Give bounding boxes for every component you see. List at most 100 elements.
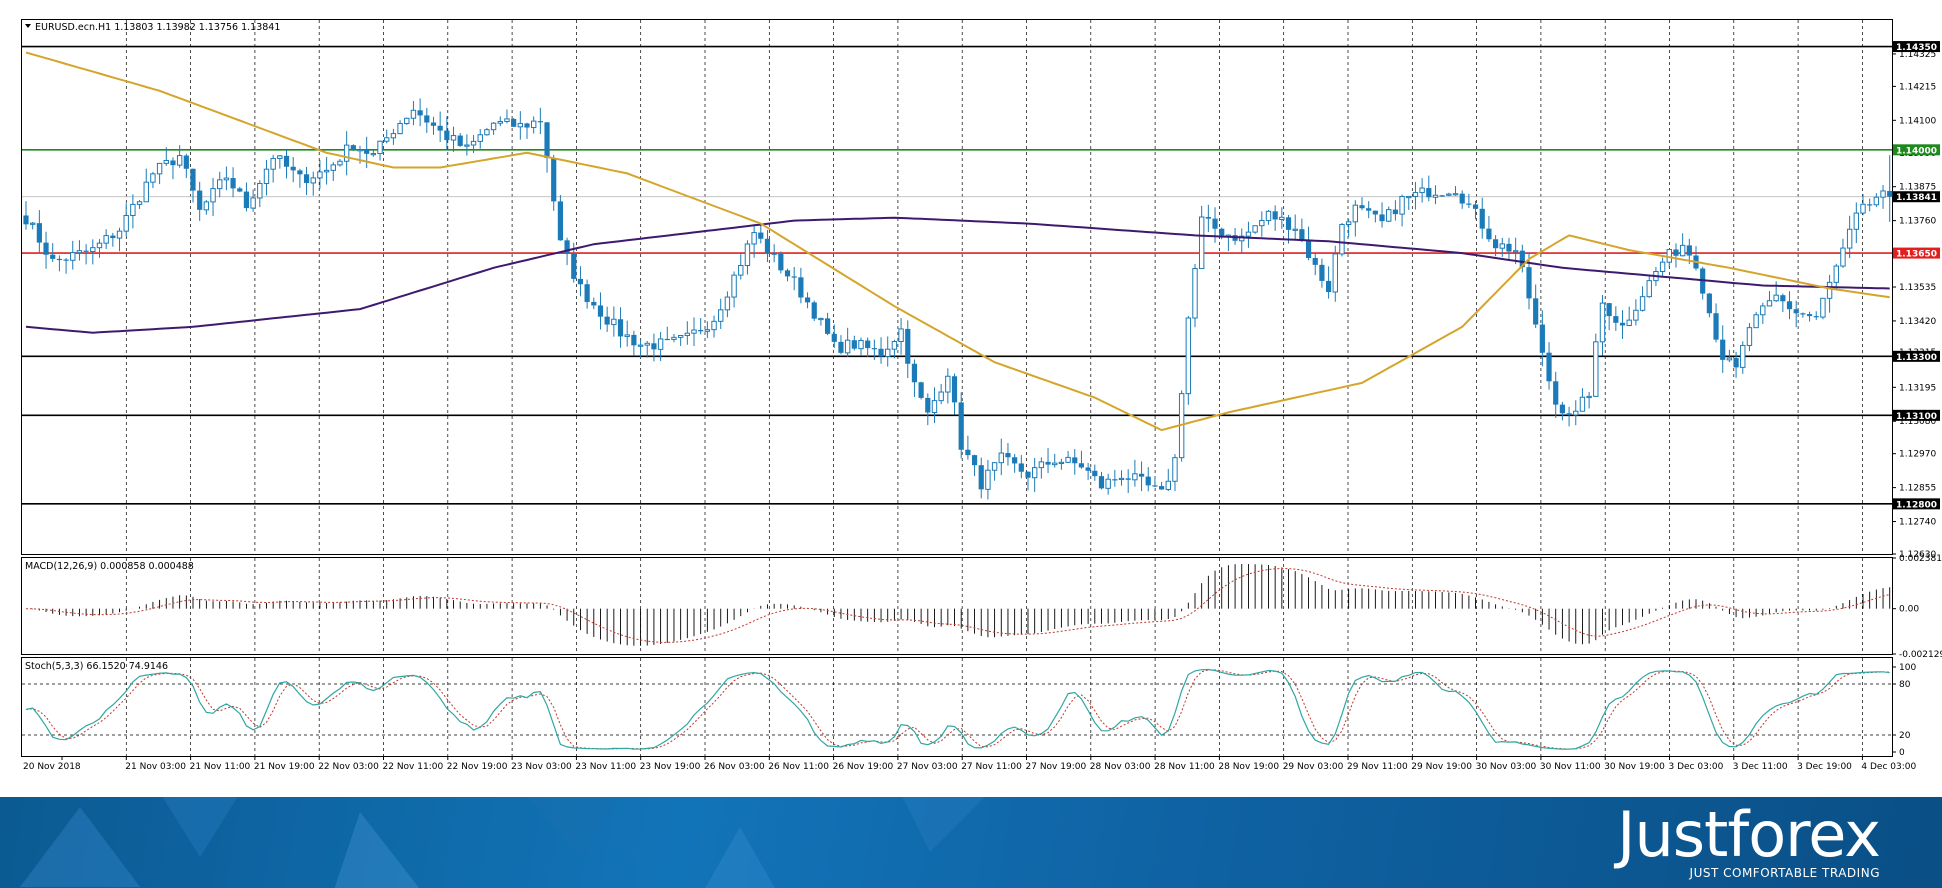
candle [1352, 200, 1359, 237]
candle [1185, 315, 1192, 405]
candle [223, 166, 230, 191]
candle [671, 333, 677, 343]
candle [778, 251, 784, 274]
candle [771, 244, 777, 263]
candle [303, 166, 310, 196]
candle [1780, 293, 1786, 312]
candle [584, 279, 590, 309]
slow-moving-average-line [25, 216, 1890, 334]
price-tick-label: 1.13080 [1899, 417, 1936, 427]
time-tick-label: 22 Nov 03:00 [318, 762, 379, 772]
candle [1065, 451, 1071, 464]
candle [1546, 342, 1552, 390]
time-tick-label: 27 Nov 11:00 [961, 762, 1022, 772]
candle [1426, 175, 1432, 202]
price-tick-label: 1.14100 [1899, 116, 1936, 126]
candle [918, 381, 924, 400]
candle [804, 292, 811, 309]
candle [444, 116, 450, 151]
candle [1766, 291, 1773, 307]
candle [1533, 284, 1539, 329]
candle [718, 298, 724, 329]
candle [604, 306, 610, 332]
stoch-vertical-grid [125, 658, 1863, 756]
candle [1432, 185, 1439, 205]
candle [1512, 237, 1519, 265]
level-badges: 1.14350 1.14000 1.13650 1.13300 1.13100 1.128… [1893, 41, 1940, 510]
candle [938, 383, 944, 405]
candle [377, 140, 383, 161]
time-tick-label: 28 Nov 03:00 [1090, 762, 1151, 772]
price-tick-label: 1.12855 [1899, 484, 1936, 494]
candle [1606, 302, 1612, 331]
brand-logo[interactable]: Justforex [1617, 798, 1881, 871]
candle [410, 101, 417, 126]
stoch-main-line [25, 668, 1890, 750]
candle [384, 129, 390, 144]
candle [925, 393, 931, 426]
level-badge-label: 1.12800 [1896, 500, 1937, 510]
candle [644, 340, 650, 358]
price-tick-label: 1.13420 [1899, 317, 1936, 327]
time-axis: 20 Nov 2018 21 Nov 03:00 21 Nov 11:00 21 No… [23, 756, 1916, 772]
level-badge-label: 1.14000 [1896, 146, 1937, 156]
time-tick-label: 28 Nov 19:00 [1218, 762, 1279, 772]
candle [63, 257, 69, 274]
candle [1165, 468, 1171, 492]
candle [370, 149, 377, 157]
candle [1105, 473, 1111, 495]
candle [50, 243, 56, 262]
price-chart[interactable]: 1.143251.142151.141001.139901.138751.137… [0, 0, 1942, 797]
candle [70, 240, 76, 270]
candle [1740, 341, 1746, 374]
time-tick-label: 29 Nov 19:00 [1411, 762, 1472, 772]
candle [825, 312, 831, 336]
candle [1319, 258, 1325, 288]
candle [1559, 401, 1565, 421]
candle [1205, 204, 1211, 233]
dropdown-triangle-icon[interactable] [25, 24, 31, 28]
candle [878, 337, 884, 364]
price-tick-label: 1.12970 [1899, 450, 1936, 460]
candle [76, 240, 83, 261]
candle [1265, 210, 1272, 225]
candle [123, 203, 129, 237]
macd-axis: 0.002381 0.00 -0.002129 [1892, 554, 1942, 660]
candle [176, 145, 183, 168]
candle [677, 334, 684, 346]
time-tick-label: 22 Nov 11:00 [383, 762, 444, 772]
candle [1840, 238, 1846, 268]
candle [1072, 449, 1078, 475]
candle [617, 307, 624, 348]
candle [1419, 178, 1425, 203]
candle [858, 337, 864, 356]
candle [1446, 192, 1452, 197]
candle [56, 255, 62, 272]
candle [591, 297, 597, 310]
candle [557, 195, 563, 241]
candle [1092, 464, 1098, 481]
candle [511, 118, 517, 127]
candle [136, 200, 143, 209]
candle [150, 171, 156, 189]
candle [898, 318, 904, 355]
time-tick-label: 3 Dec 03:00 [1669, 762, 1724, 772]
candle [1573, 400, 1579, 426]
candle [744, 240, 751, 275]
candle [1566, 406, 1572, 427]
time-tick-label: 22 Nov 19:00 [447, 762, 508, 772]
candle [978, 457, 984, 499]
candle [631, 330, 637, 356]
time-tick-label: 27 Nov 19:00 [1026, 762, 1087, 772]
candle [270, 154, 276, 183]
candle [1646, 274, 1652, 298]
candle [237, 186, 243, 193]
candle [1345, 219, 1352, 237]
candle [1493, 235, 1499, 257]
candle [116, 227, 123, 252]
symbol-info: EURUSD.ecn.H1 1.13803 1.13982 1.13756 1.… [35, 22, 280, 33]
candle [1479, 197, 1485, 239]
candle [290, 157, 296, 183]
decor-shape [520, 797, 620, 857]
time-tick-label: 3 Dec 11:00 [1733, 762, 1788, 772]
